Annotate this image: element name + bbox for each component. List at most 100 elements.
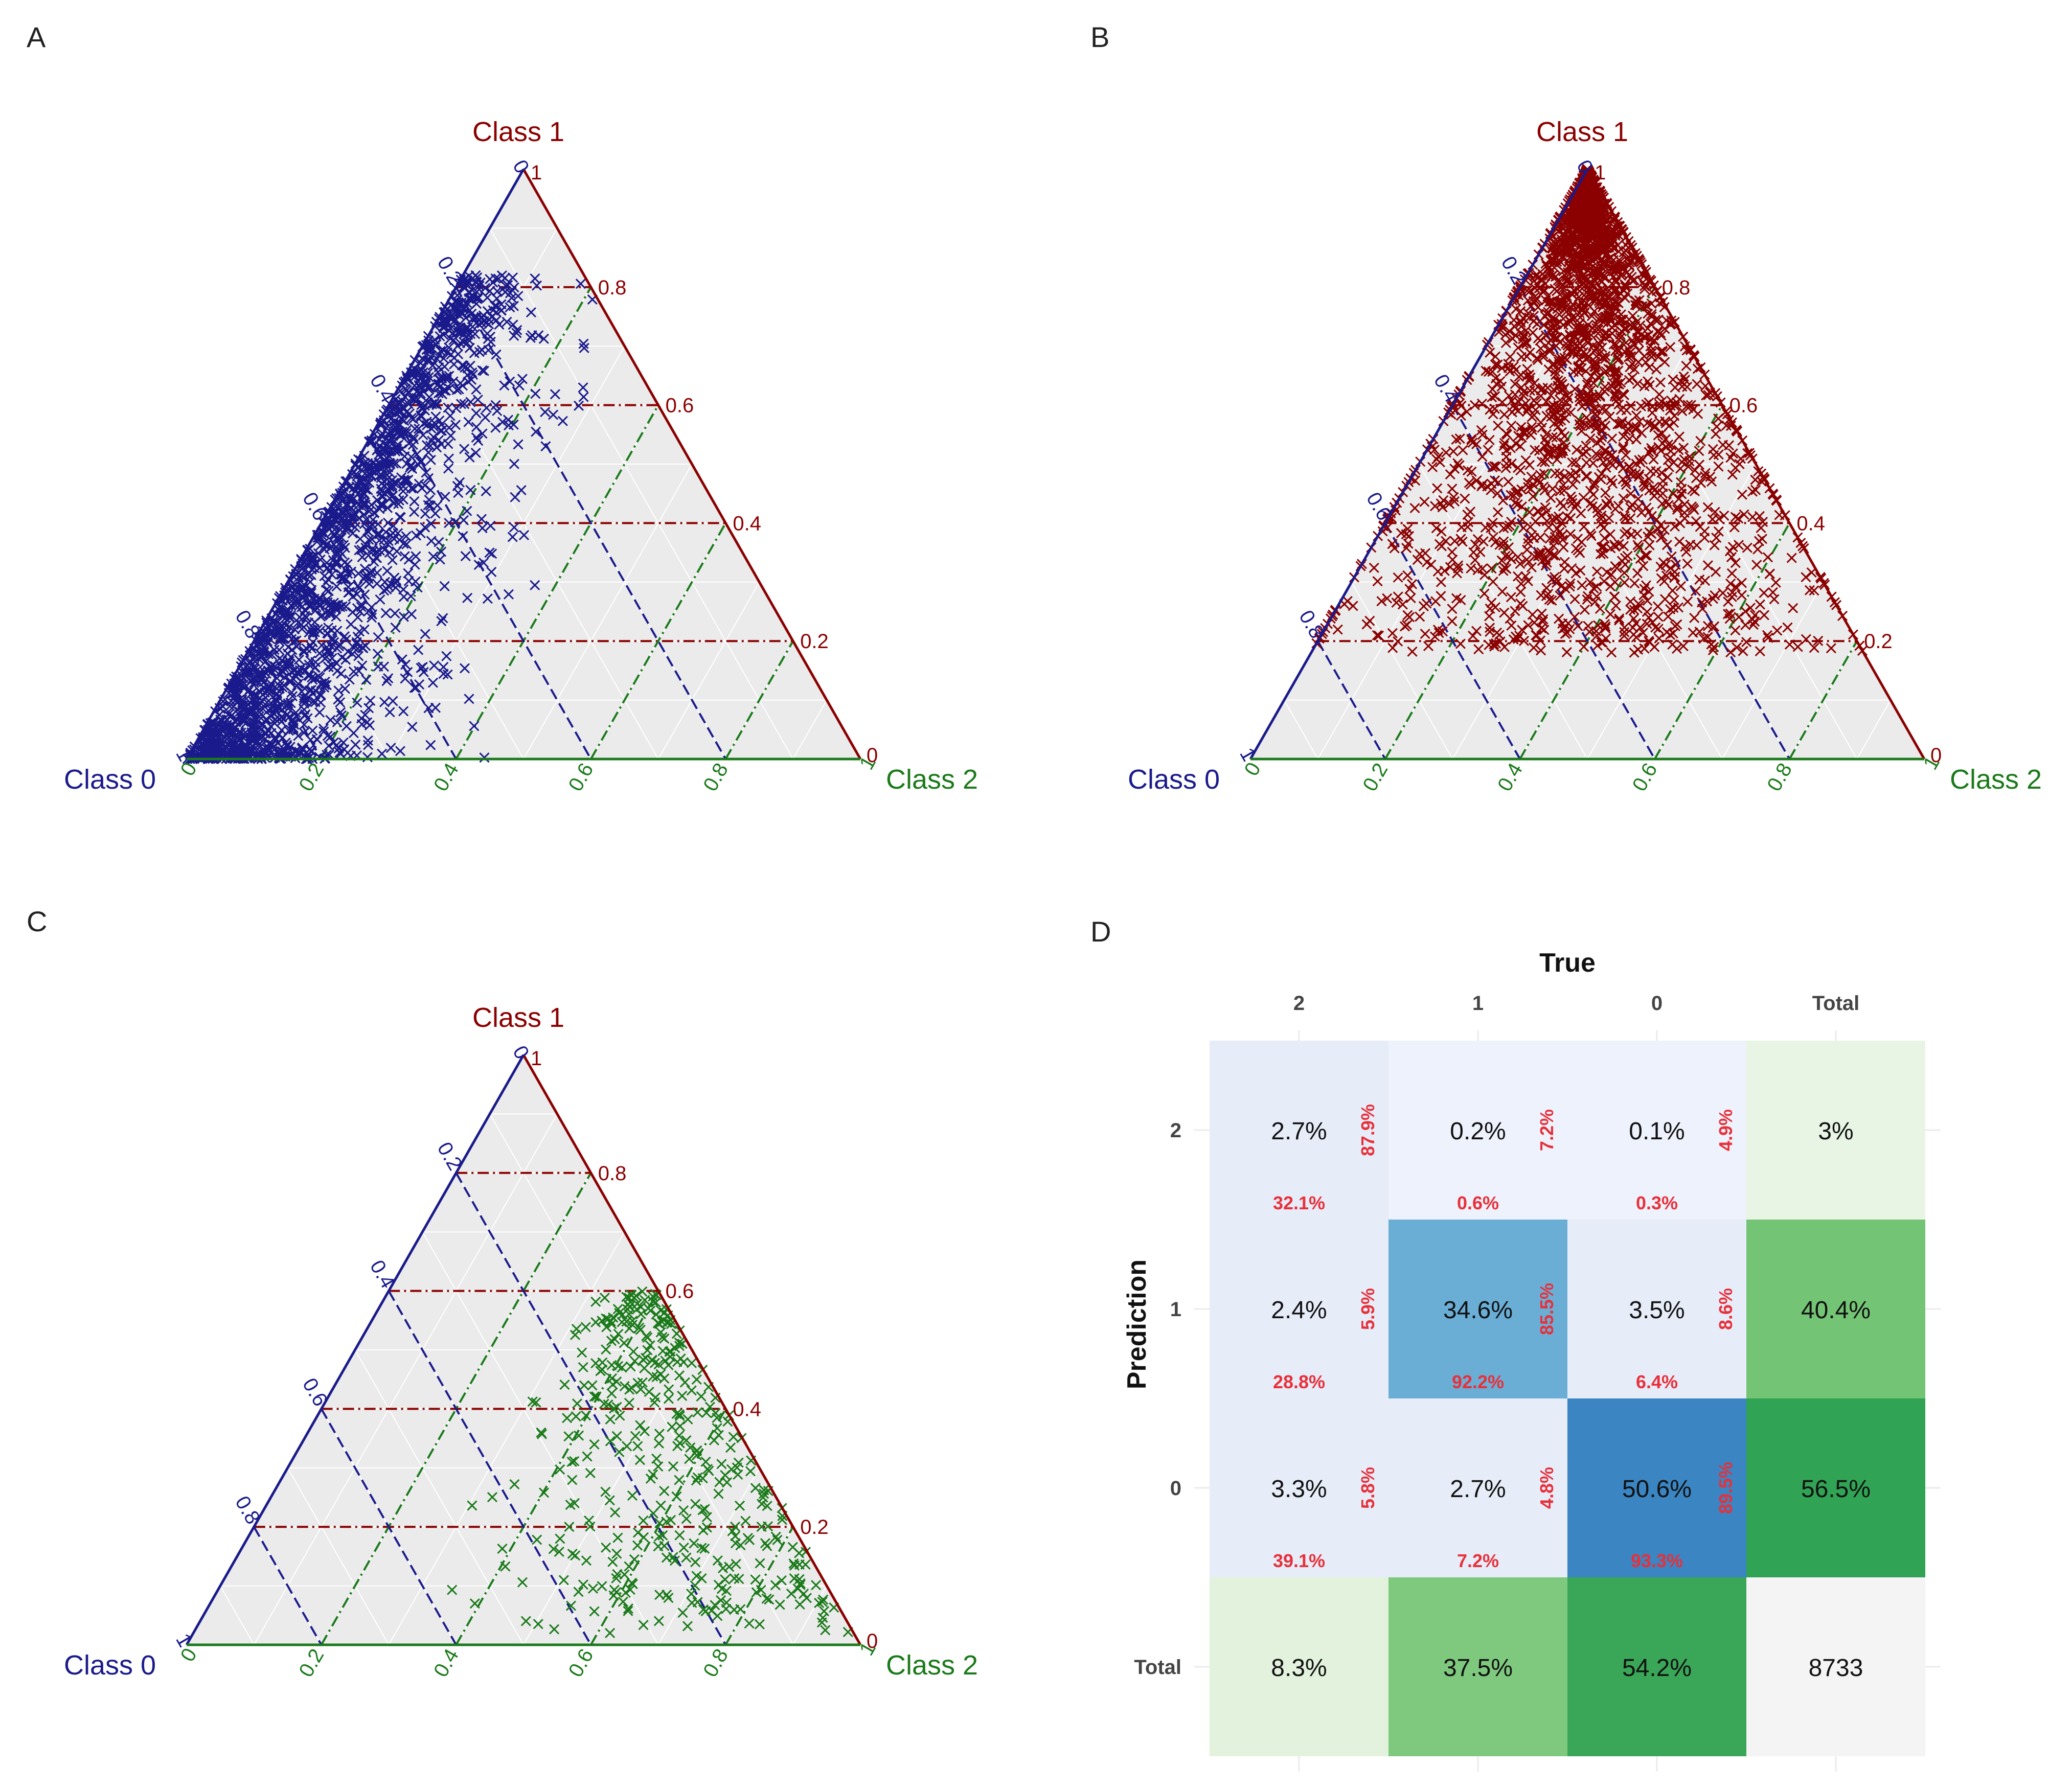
scatter-point [1606, 647, 1617, 658]
scatter-point [234, 680, 244, 691]
scatter-point [1509, 400, 1520, 410]
scatter-point [611, 1431, 622, 1441]
scatter-point [1430, 596, 1441, 607]
scatter-point [332, 717, 343, 727]
scatter-point [1523, 482, 1534, 493]
scatter-point [1591, 323, 1602, 334]
grid-lines [287, 1231, 760, 1645]
scatter-point [435, 331, 445, 342]
scatter-point [585, 1467, 596, 1479]
scatter-point [599, 1292, 610, 1303]
scatter-point [476, 514, 487, 524]
scatter-point [1543, 588, 1554, 599]
scatter-point [1601, 226, 1612, 237]
scatter-point [668, 1461, 678, 1472]
scatter-point [314, 600, 325, 611]
scatter-point [1499, 409, 1510, 420]
scatter-point [1515, 317, 1526, 328]
ternary-svg-a: 0.20.40.60.80.20.40.60.80.2 0.4 0.6 0.81001… [64, 117, 978, 795]
scatter-point [376, 484, 386, 494]
scatter-point [1590, 448, 1601, 459]
scatter-point [508, 419, 519, 430]
scatter-point [388, 430, 398, 441]
scatter-point [1434, 539, 1445, 549]
scatter-point [247, 746, 258, 757]
scatter-point [1610, 285, 1622, 296]
scatter-point [1513, 552, 1523, 563]
scatter-point [1542, 382, 1553, 393]
scatter-point [530, 580, 540, 590]
scatter-point [1629, 605, 1640, 615]
scatter-point [293, 654, 305, 665]
scatter-point [1382, 593, 1393, 604]
scatter-point [1612, 419, 1623, 429]
scatter-point [1478, 536, 1489, 547]
scatter-point [648, 1371, 658, 1382]
scatter-point [420, 509, 430, 519]
scatter-point [361, 514, 372, 525]
scatter-point [548, 1544, 559, 1554]
scatter-point [1531, 295, 1541, 306]
scatter-point [231, 749, 242, 760]
scatter-point [1665, 452, 1676, 463]
scatter-point [1826, 643, 1836, 654]
scatter-point [820, 1625, 831, 1636]
scatter-point [1485, 347, 1495, 358]
scatter-point [601, 1542, 611, 1553]
scatter-point [1564, 581, 1575, 592]
scatter-point [1679, 508, 1690, 518]
scatter-point [384, 457, 395, 468]
scatter-point [327, 569, 337, 580]
scatter-point [192, 752, 203, 763]
scatter-point [1538, 481, 1549, 492]
scatter-point [1663, 611, 1674, 622]
scatter-point [417, 483, 427, 494]
scatter-point [632, 1527, 644, 1538]
scatter-point [1758, 517, 1768, 527]
scatter-point [483, 345, 494, 356]
scatter-point [1809, 642, 1819, 653]
scatter-point [329, 637, 339, 648]
class2-tick-label: 0.4 [429, 760, 463, 795]
scatter-point [1682, 596, 1693, 607]
scatter-point [1547, 432, 1558, 443]
scatter-point [1589, 418, 1600, 428]
scatter-point [1513, 397, 1524, 407]
scatter-point [342, 747, 353, 758]
scatter-point [1601, 366, 1611, 377]
scatter-point [681, 1513, 692, 1524]
scatter-point [354, 582, 365, 593]
scatter-point [1663, 500, 1674, 511]
scatter-point [1655, 377, 1666, 388]
scatter-point [1520, 455, 1531, 466]
scatter-point [261, 715, 271, 725]
scatter-point [1466, 435, 1477, 446]
scatter-point [581, 1410, 591, 1421]
scatter-point [258, 669, 268, 680]
scatter-point [1484, 434, 1495, 445]
scatter-point [762, 1521, 773, 1532]
scatter-point [1565, 578, 1576, 589]
scatter-point [1593, 472, 1604, 483]
scatter-point [1752, 544, 1763, 555]
scatter-point [1477, 479, 1488, 490]
scatter-point [427, 677, 439, 688]
scatter-point [1516, 382, 1527, 393]
scatter-point [402, 667, 413, 677]
scatter-point [1579, 604, 1590, 615]
scatter-point [306, 588, 316, 599]
scatter-point [1660, 416, 1671, 427]
scatter-point [1635, 622, 1646, 633]
scatter-point [471, 408, 482, 419]
scatter-point [430, 508, 441, 519]
scatter-point [1471, 626, 1482, 636]
scatter-point [421, 467, 431, 478]
scatter-point [1641, 357, 1651, 368]
scatter-point [1592, 200, 1603, 211]
scatter-point [1582, 218, 1593, 228]
scatter-point [1769, 594, 1780, 605]
scatter-point [642, 1332, 653, 1343]
scatter-point [331, 611, 341, 622]
scatter-point [511, 328, 522, 338]
scatter-point [1591, 566, 1603, 577]
